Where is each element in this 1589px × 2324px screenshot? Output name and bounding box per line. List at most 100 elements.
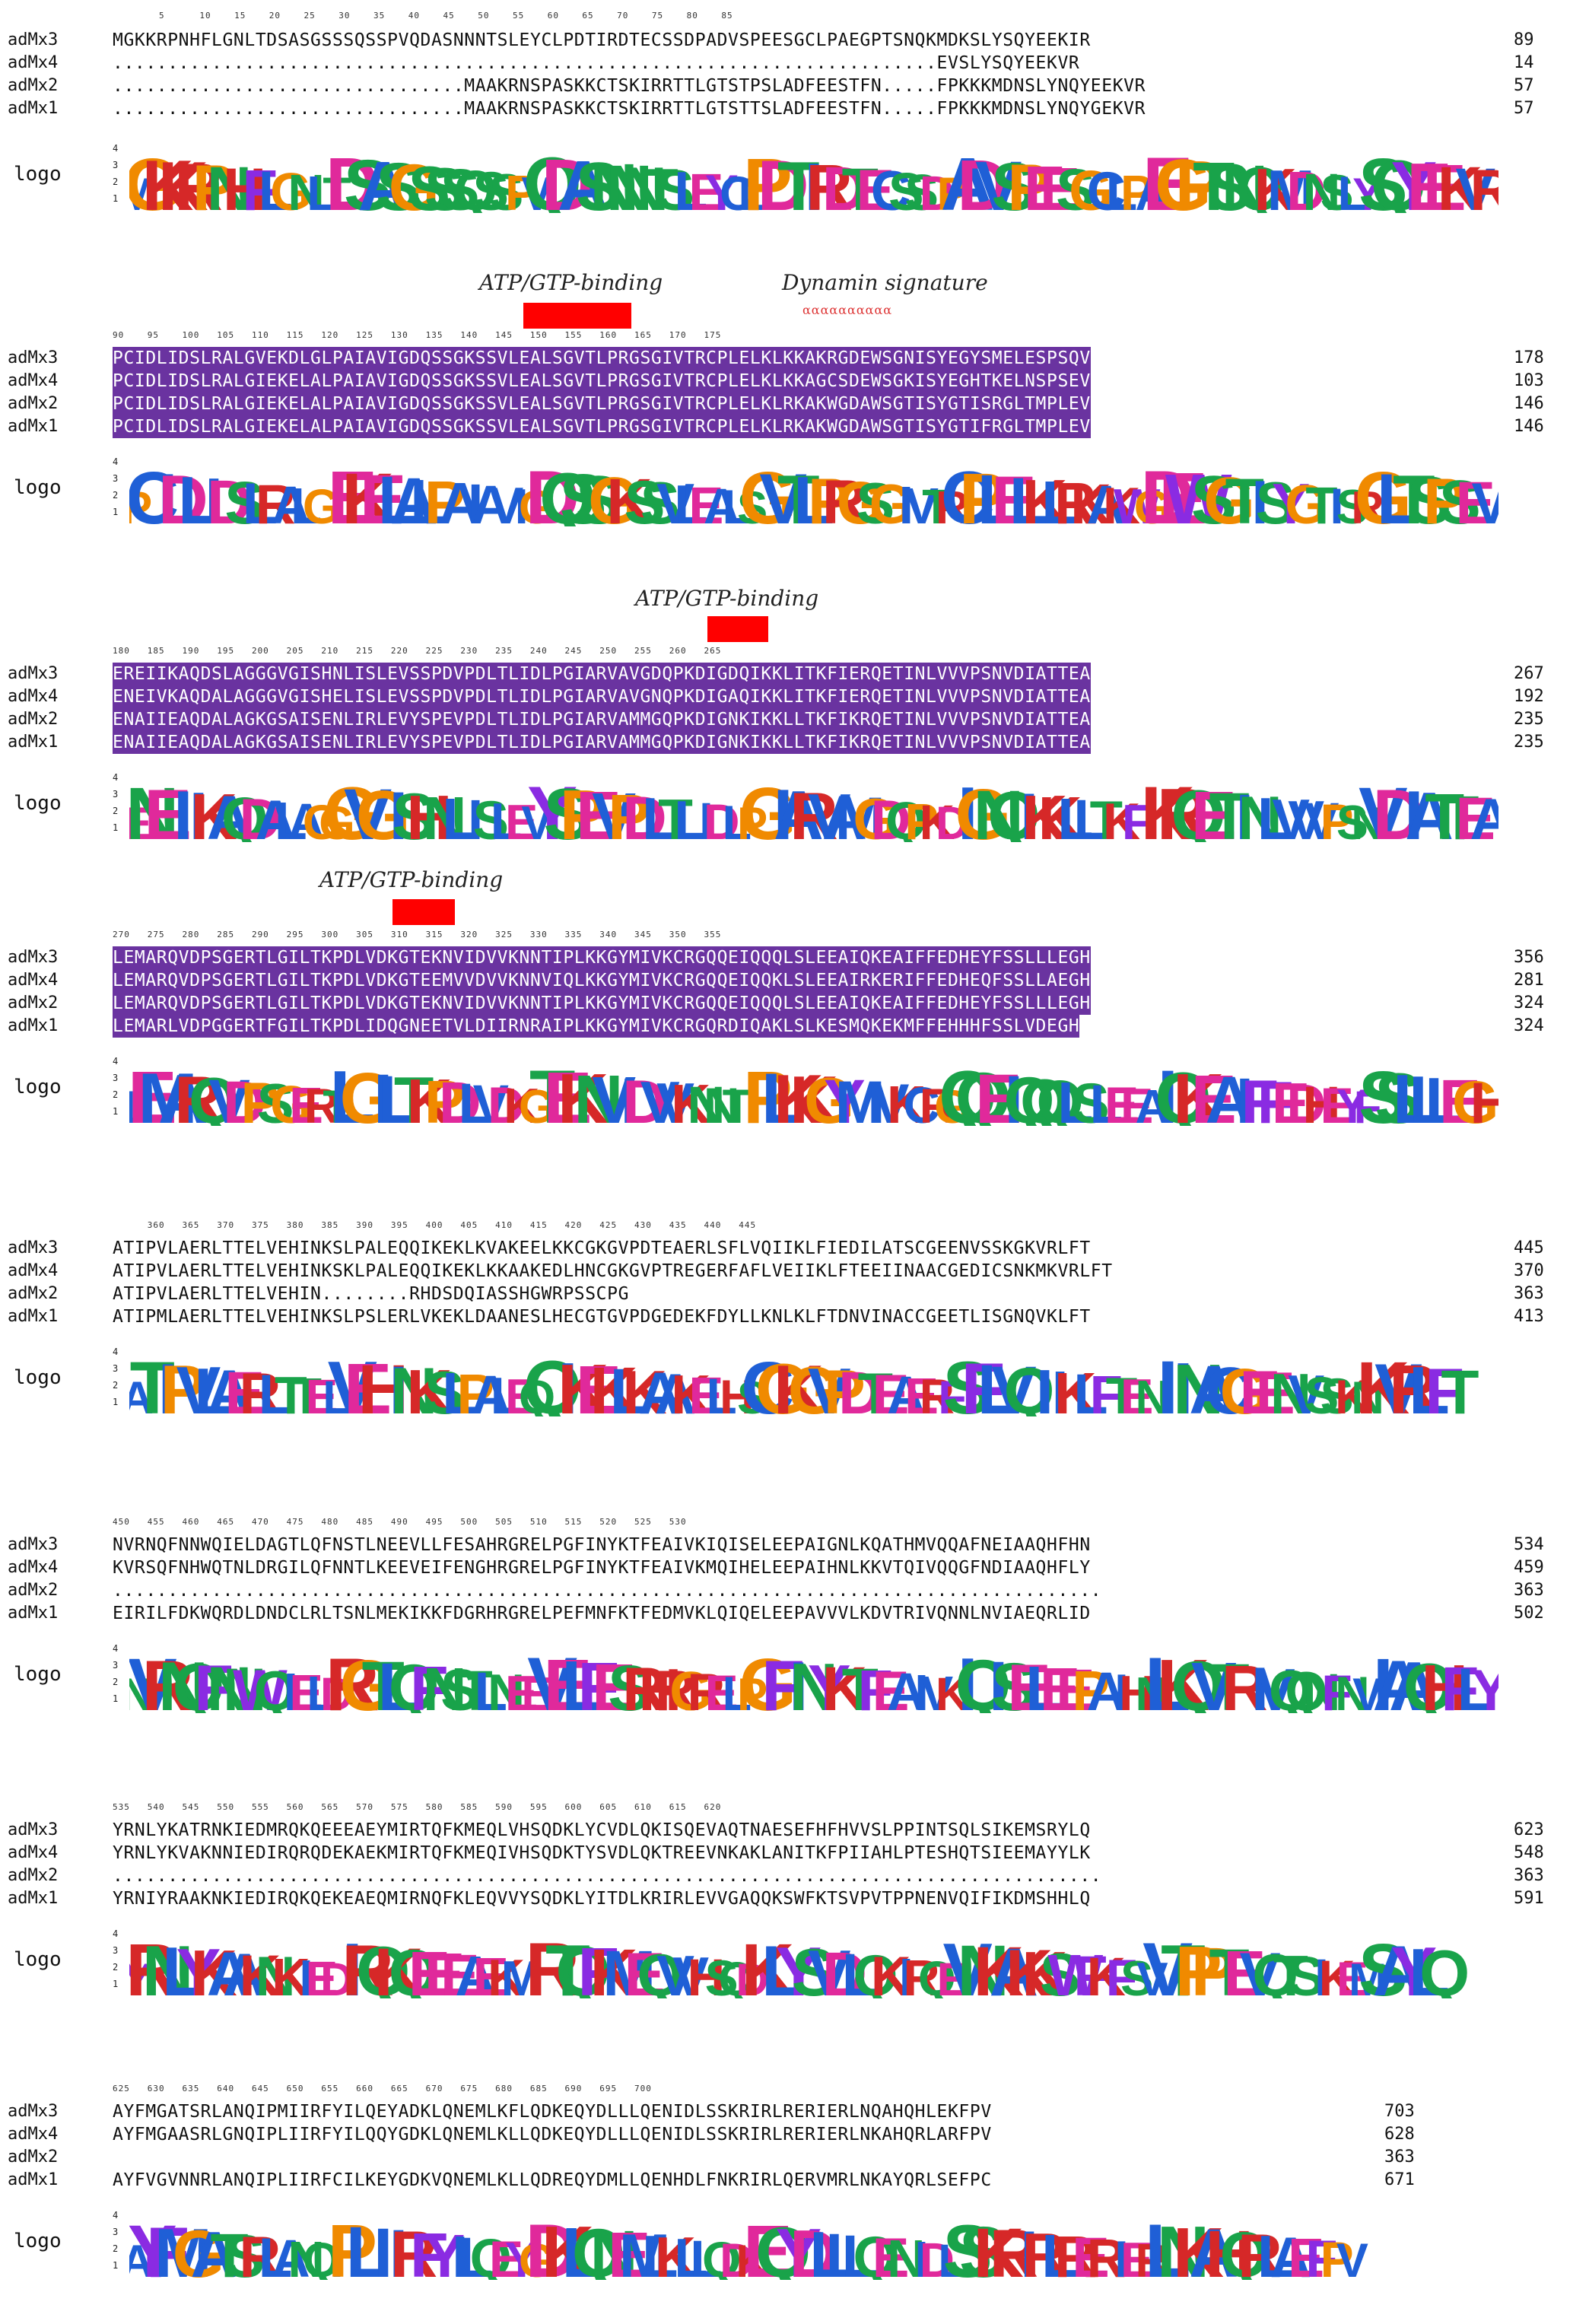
logo-axis-tick: 1 — [113, 1979, 119, 1989]
logo-letter: S — [1320, 164, 1354, 213]
logo-letter: M — [501, 1950, 542, 1998]
logo-letter: N — [790, 1649, 838, 1713]
logo-letter: F — [1441, 1655, 1479, 1713]
logo-letter: E — [576, 778, 621, 842]
logo-letter: R — [1054, 2224, 1097, 2280]
seq-text: PCIDLIDSLRALGVEKDLGLPAIAVIGDQSSGKSSVLEAL… — [113, 347, 1091, 370]
logo-letter: W — [233, 1658, 288, 1713]
logo-letter: L — [458, 1072, 492, 1126]
logo-letter: I — [914, 2231, 929, 2280]
logo-letter: E — [576, 1353, 621, 1416]
logo-letter: S — [991, 148, 1036, 213]
logo-letter: A — [887, 1365, 926, 1416]
seq-text: AYFMGAASRLGNQIPLIIRFYILQQYGDKLQNEMLKLLQD… — [113, 2125, 992, 2144]
logo-letter: R — [129, 1928, 179, 1998]
logo-letter: M — [138, 1058, 197, 1126]
logo-letter: Y — [424, 2222, 465, 2280]
logo-letter: I — [899, 1947, 914, 1998]
logo-letter: I — [1404, 777, 1423, 842]
logo-letter: N — [1351, 798, 1384, 842]
logo-letter: E — [592, 1651, 636, 1713]
logo-letter: I — [1251, 469, 1269, 526]
logo-letter: R — [1470, 158, 1498, 213]
logo-letter: G — [1155, 145, 1212, 213]
logo-letter: E — [1423, 152, 1467, 213]
logo-letter: T — [1106, 1367, 1138, 1416]
logo-letter: Q — [572, 2216, 625, 2280]
logo-letter: Q — [637, 1941, 683, 1998]
logo-letter: K — [590, 1936, 638, 1998]
logo-letter: A — [207, 1940, 252, 1998]
seq-name: adMx3 — [8, 948, 59, 967]
logo-letter: G — [519, 1081, 555, 1126]
logo-letter: V — [808, 781, 851, 842]
logo-letter: K — [741, 1928, 794, 1998]
logo-letter: T — [1425, 781, 1464, 842]
position-ticks: 535 540 545 550 555 560 565 570 575 580 … — [113, 1802, 722, 1812]
seq-end: 324 — [1514, 994, 1544, 1013]
logo-letter: L — [674, 161, 707, 213]
logo-letter: Q — [1419, 1938, 1470, 1998]
seq-row: adMx1 ENAIIEAQDALAGKGSAISENLIRLEVYSPEVPD… — [0, 731, 1589, 754]
logo-label: logo — [14, 1663, 62, 1686]
logo-letter: V — [808, 1938, 851, 1998]
logo-letter: E — [1120, 2232, 1153, 2280]
logo-letter: S — [737, 1372, 767, 1416]
logo-letter: Y — [705, 164, 739, 213]
logo-letter: T — [1161, 1930, 1206, 1998]
logo-letter: P — [1072, 1659, 1109, 1713]
logo-letter: I — [530, 1954, 543, 1998]
logo-graphic: YRNLYKAAKNKIEDIRQKQEEEAEKMIRTQFKMEQVVHSQ… — [129, 1927, 1470, 1998]
logo-letter: M — [619, 2222, 670, 2280]
seq-text: EREIIKAQDSLAGGGVGISHNLISLEVSSPDVPDLTLIDL… — [113, 663, 1091, 685]
logo-letter: I — [1020, 2218, 1038, 2280]
seq-text: NVRNQFNNWQIELDAGTLQFNSTLNEEVLLFESAHRGREL… — [113, 1535, 1091, 1555]
logo-letter: D — [704, 793, 740, 842]
logo-letter: R — [142, 1645, 194, 1713]
logo-letter: V — [656, 1071, 694, 1126]
seq-row: adMx1 ATIPMLAERLTTELVEHINKSLPSLERLVKEKLD… — [0, 1305, 1589, 1328]
logo-letter: T — [323, 168, 351, 213]
logo-letter: L — [674, 475, 707, 526]
logo-letter: E — [991, 462, 1036, 526]
logo-letter: A — [272, 2229, 310, 2280]
logo-letter: N — [606, 152, 653, 213]
seq-name: adMx3 — [8, 1535, 59, 1554]
logo-letter: Y — [1352, 169, 1383, 213]
seq-row: adMx3 MGKKRPNHFLGNLTDSASGSSSQSSPVQDASNNN… — [0, 29, 1589, 52]
logo-letter: I — [958, 771, 978, 842]
seq-end: 235 — [1514, 733, 1544, 752]
logo-letter: I — [899, 475, 914, 526]
logo-letter: E — [543, 1645, 592, 1713]
logo-axis-tick: 1 — [113, 2260, 119, 2271]
logo-letter: S — [1359, 1056, 1408, 1126]
logo-letter: G — [804, 1065, 854, 1126]
logo-letter: A — [358, 148, 408, 213]
logo-letter: N — [207, 154, 252, 213]
logo-letter: T — [723, 1080, 752, 1126]
logo-axis-tick: 3 — [113, 160, 119, 170]
seq-text: LEMARQVDPSGERTLGILTKPDLVDKGTEKNVIDVVKNNT… — [113, 946, 1091, 969]
logo-letter: S — [1320, 1368, 1354, 1416]
logo-letter: I — [1020, 780, 1038, 842]
logo-letter: D — [320, 1954, 354, 1998]
logo-letter: I — [699, 792, 713, 842]
logo-letter: I — [558, 1348, 578, 1416]
logo-letter: F — [858, 1658, 893, 1713]
logo-letter: K — [1070, 472, 1111, 526]
logo-letter: Q — [1285, 1661, 1327, 1713]
logo-letter: K — [920, 795, 955, 842]
logo-letter: E — [1455, 469, 1495, 526]
logo-letter: F — [1073, 1944, 1108, 1998]
logo-letter: Q — [853, 2225, 898, 2280]
logo-letter: K — [1054, 1361, 1097, 1416]
logo-letter: A — [774, 777, 824, 842]
seq-name: adMx4 — [8, 371, 59, 390]
logo-letter: P — [1007, 151, 1050, 213]
logo-letter: K — [1335, 1371, 1370, 1416]
seq-end: 591 — [1514, 1889, 1544, 1908]
logo-letter: S — [1439, 468, 1481, 526]
seq-text: ATIPVLAERLTTELVEHINKSKLPALEQQIKEKLKKAAKE… — [113, 1261, 1113, 1281]
logo-letter: K — [272, 1947, 310, 1998]
